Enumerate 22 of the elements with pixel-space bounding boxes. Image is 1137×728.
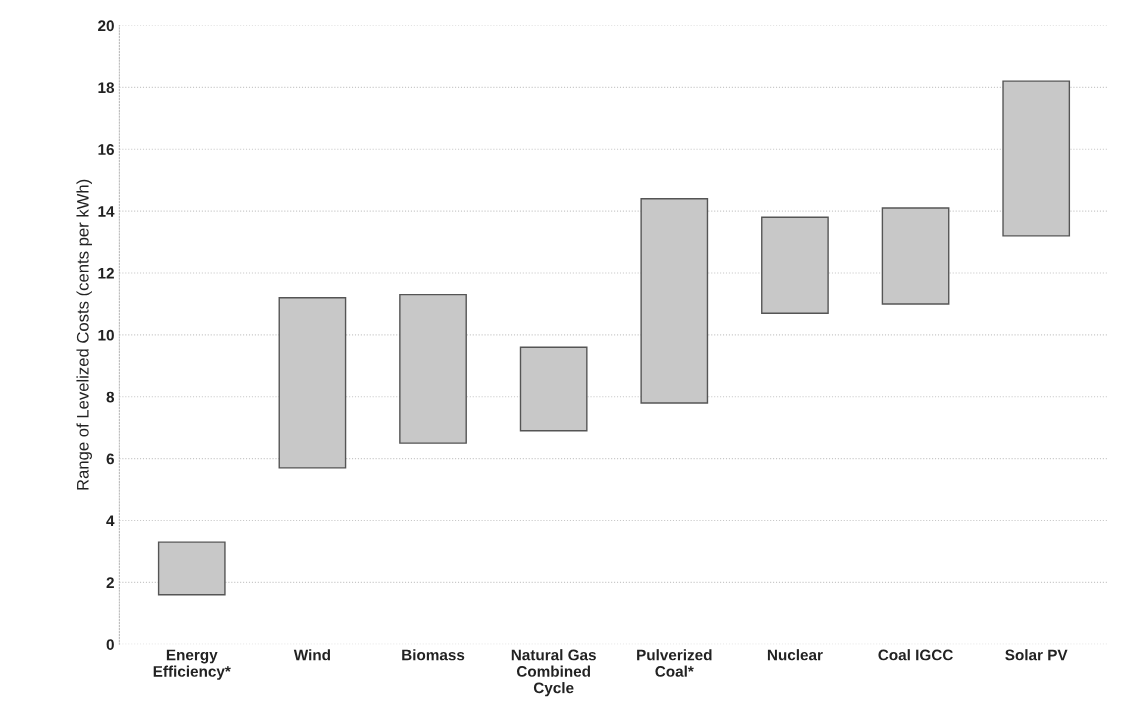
y-tick-label: 8 [106, 391, 115, 403]
y-tick-label: 2 [106, 577, 114, 588]
y-tick-label: 0 [106, 639, 114, 650]
y-tick-label: 16 [98, 144, 114, 155]
x-tick-label: Nuclear [767, 649, 823, 661]
y-tick-label: 6 [106, 453, 114, 465]
x-tick-label: Coal IGCC [878, 649, 953, 661]
x-tick-label: Pulverized Coal* [637, 649, 712, 677]
y-tick-label: 18 [98, 82, 115, 94]
x-tick-label: Wind [293, 649, 330, 661]
x-tick-label: Energy Efficiency* [153, 649, 231, 680]
x-tick-label: Solar PV [1005, 649, 1068, 661]
y-tick-label: 20 [98, 20, 114, 32]
bar [761, 216, 829, 314]
y-axis-title: Range of Levelized Costs (cents per kWh) [76, 179, 92, 490]
x-tick-label: Natural Gas Combined Cycle [511, 649, 596, 697]
bar [157, 541, 226, 596]
y-tick-label: 14 [98, 206, 115, 217]
y-tick-label: 12 [98, 267, 114, 279]
y-tick-label: 4 [106, 515, 115, 527]
x-tick-label: Biomass [402, 649, 465, 661]
y-tick-label: 10 [98, 329, 114, 341]
